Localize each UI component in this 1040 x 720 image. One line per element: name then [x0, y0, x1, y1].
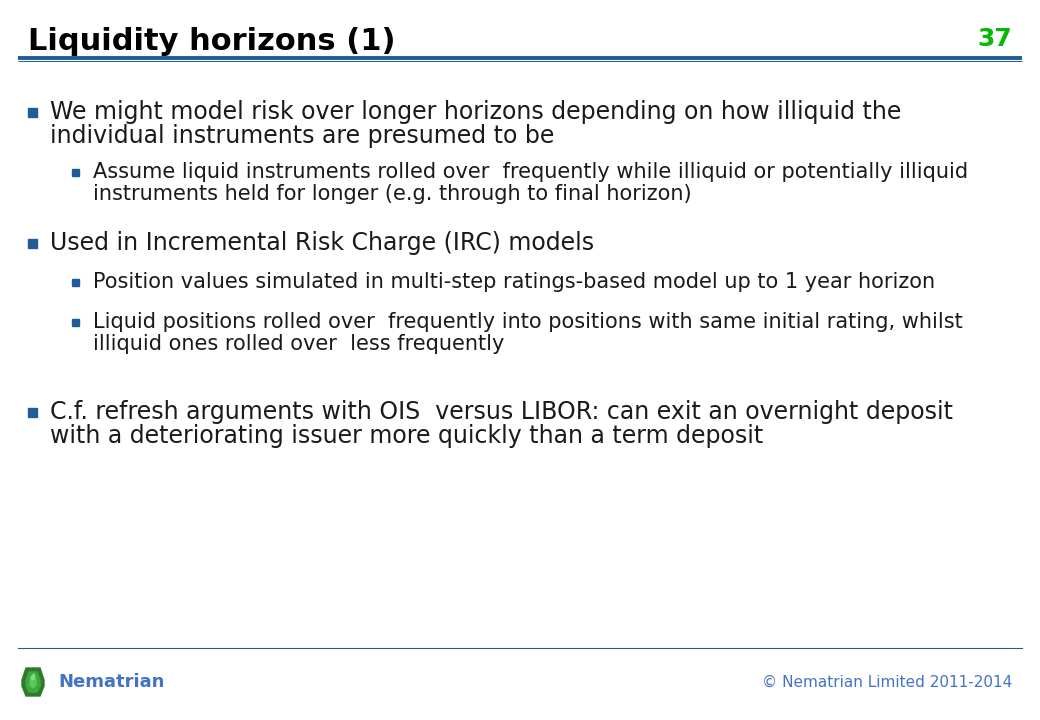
Text: We might model risk over longer horizons depending on how illiquid the: We might model risk over longer horizons… [50, 100, 902, 124]
Polygon shape [30, 676, 36, 688]
Bar [72, 318, 79, 325]
Text: © Nematrian Limited 2011-2014: © Nematrian Limited 2011-2014 [761, 675, 1012, 690]
Bar [28, 238, 37, 248]
Polygon shape [26, 672, 40, 692]
Text: 37: 37 [978, 27, 1012, 51]
Text: Liquid positions rolled over  frequently into positions with same initial rating: Liquid positions rolled over frequently … [93, 312, 963, 332]
Text: individual instruments are presumed to be: individual instruments are presumed to b… [50, 124, 554, 148]
Text: Position values simulated in multi-step ratings-based model up to 1 year horizon: Position values simulated in multi-step … [93, 272, 935, 292]
Text: with a deteriorating issuer more quickly than a term deposit: with a deteriorating issuer more quickly… [50, 424, 763, 448]
Bar [28, 107, 37, 117]
Bar [72, 279, 79, 286]
Text: Nematrian: Nematrian [58, 673, 164, 691]
Text: illiquid ones rolled over  less frequently: illiquid ones rolled over less frequentl… [93, 334, 504, 354]
Bar [72, 168, 79, 176]
Text: Liquidity horizons (1): Liquidity horizons (1) [28, 27, 395, 56]
Polygon shape [31, 674, 35, 680]
Polygon shape [22, 668, 44, 696]
Bar [28, 408, 37, 416]
Text: Used in Incremental Risk Charge (IRC) models: Used in Incremental Risk Charge (IRC) mo… [50, 231, 594, 255]
Text: C.f. refresh arguments with OIS  versus LIBOR: can exit an overnight deposit: C.f. refresh arguments with OIS versus L… [50, 400, 953, 424]
Text: instruments held for longer (e.g. through to final horizon): instruments held for longer (e.g. throug… [93, 184, 692, 204]
Text: Assume liquid instruments rolled over  frequently while illiquid or potentially : Assume liquid instruments rolled over fr… [93, 162, 968, 182]
